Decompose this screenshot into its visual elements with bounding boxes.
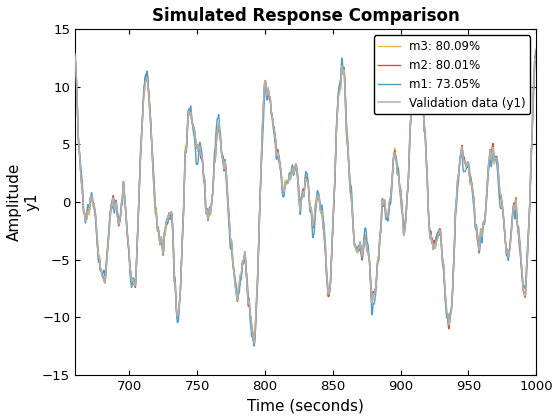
Line: m1: 73.05%: m1: 73.05%: [75, 37, 536, 346]
Y-axis label: Amplitude
y1: Amplitude y1: [7, 163, 39, 241]
m2: 80.01%: (816, 1.67): 80.01%: (816, 1.67): [284, 180, 291, 185]
Legend: m3: 80.09%, m2: 80.01%, m1: 73.05%, Validation data (y1): m3: 80.09%, m2: 80.01%, m1: 73.05%, Vali…: [374, 35, 530, 114]
Validation data (y1): [417, 36, 423, 41]
Validation data (y1): [435, 231, 442, 236]
m2: 80.01%: (914, 14.1): 80.01%: (914, 14.1): [417, 37, 423, 42]
m1: 73.05%: (990, -7.13): 73.05%: (990, -7.13): [520, 281, 526, 286]
m2: 80.01%: (1e+03, 12.1): 80.01%: (1e+03, 12.1): [533, 60, 540, 65]
m2: 80.01%: (928, -2.53): 80.01%: (928, -2.53): [435, 228, 442, 234]
m3: 80.09%: (792, -12.1): 80.09%: (792, -12.1): [250, 339, 257, 344]
Validation data (y1): [520, 285, 526, 290]
m1: 73.05%: (825, -0.493): 73.05%: (825, -0.493): [296, 205, 303, 210]
m1: 73.05%: (914, 14.4): 73.05%: (914, 14.4): [417, 34, 423, 39]
m2: 80.01%: (677, -5.04): 80.01%: (677, -5.04): [95, 257, 102, 262]
m2: 80.01%: (792, -12.5): 80.01%: (792, -12.5): [251, 343, 258, 348]
m3: 80.09%: (1e+03, 12.6): 80.09%: (1e+03, 12.6): [533, 54, 540, 59]
m1: 73.05%: (928, -2.82): 73.05%: (928, -2.82): [435, 232, 442, 237]
Line: m3: 80.09%: m3: 80.09%: [75, 38, 536, 341]
m3: 80.09%: (816, 1.77): 80.09%: (816, 1.77): [284, 179, 291, 184]
m1: 73.05%: (792, -12.5): 73.05%: (792, -12.5): [251, 343, 258, 348]
m2: 80.01%: (990, -7.69): 80.01%: (990, -7.69): [520, 288, 527, 293]
m3: 80.09%: (677, -4.68): 80.09%: (677, -4.68): [95, 253, 102, 258]
m3: 80.09%: (825, 0.147): 80.09%: (825, 0.147): [296, 198, 303, 203]
m3: 80.09%: (660, 12.6): 80.09%: (660, 12.6): [72, 55, 78, 60]
m1: 73.05%: (990, -7.21): 73.05%: (990, -7.21): [520, 282, 527, 287]
X-axis label: Time (seconds): Time (seconds): [247, 398, 364, 413]
Validation data (y1): [95, 255, 102, 260]
Validation data (y1): [296, 200, 303, 205]
Title: Simulated Response Comparison: Simulated Response Comparison: [152, 7, 460, 25]
m2: 80.01%: (990, -7.52): 80.01%: (990, -7.52): [520, 286, 526, 291]
m3: 80.09%: (990, -7.71): 80.09%: (990, -7.71): [520, 288, 527, 293]
m1: 73.05%: (1e+03, 13.3): 73.05%: (1e+03, 13.3): [533, 46, 540, 51]
m2: 80.01%: (825, 0.198): 80.01%: (825, 0.198): [296, 197, 303, 202]
Validation data (y1): [284, 181, 291, 186]
m3: 80.09%: (928, -2.75): 80.09%: (928, -2.75): [435, 231, 442, 236]
Line: m2: 80.01%: m2: 80.01%: [75, 40, 536, 346]
m1: 73.05%: (660, 12.9): 73.05%: (660, 12.9): [72, 51, 78, 56]
Validation data (y1): [72, 55, 78, 60]
Validation data (y1): [520, 287, 527, 292]
m1: 73.05%: (677, -5.27): 73.05%: (677, -5.27): [95, 260, 102, 265]
Validation data (y1): [250, 340, 257, 345]
m1: 73.05%: (816, 1.72): 73.05%: (816, 1.72): [284, 180, 291, 185]
m3: 80.09%: (990, -7.58): 80.09%: (990, -7.58): [520, 287, 526, 292]
Line: Validation data (y1): Validation data (y1): [75, 39, 536, 343]
Validation data (y1): [533, 57, 540, 62]
m3: 80.09%: (914, 14.3): 80.09%: (914, 14.3): [417, 35, 423, 40]
m2: 80.01%: (660, 12.5): 80.01%: (660, 12.5): [72, 55, 78, 60]
